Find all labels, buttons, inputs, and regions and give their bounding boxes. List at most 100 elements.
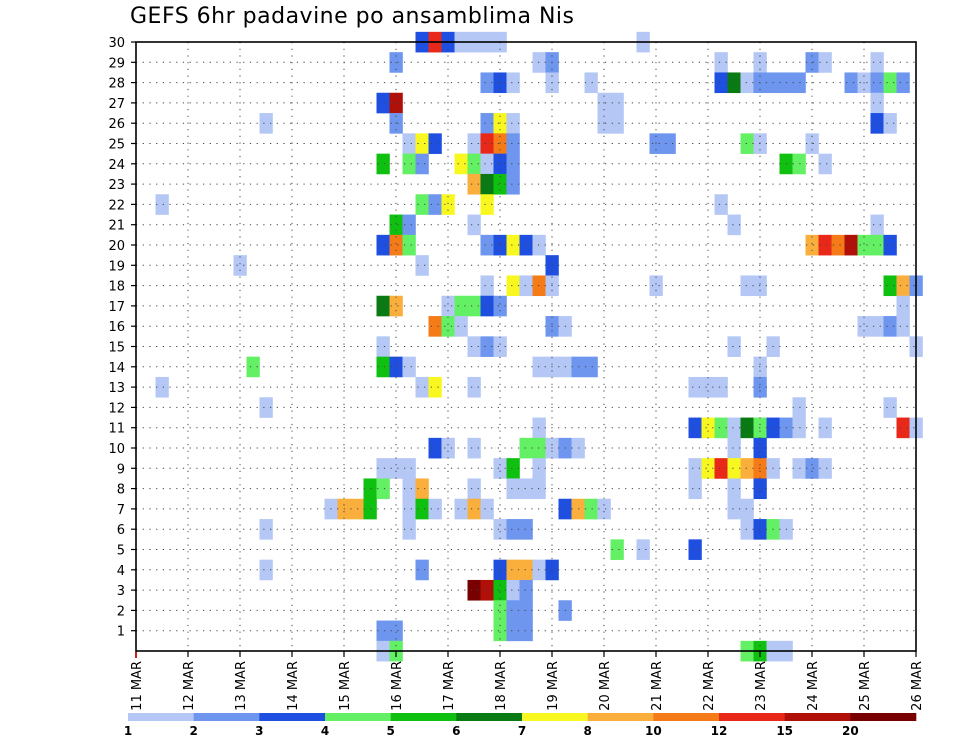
colorbar-segment xyxy=(587,713,654,721)
data-cell xyxy=(493,295,507,317)
data-cell xyxy=(376,336,390,357)
y-tick-label: 13 xyxy=(108,381,125,396)
data-cell xyxy=(636,539,650,560)
data-cell xyxy=(805,234,819,256)
data-cell xyxy=(415,478,429,500)
data-cell xyxy=(467,133,481,154)
data-cell xyxy=(506,579,520,601)
data-cell xyxy=(493,234,507,256)
colorbar-label: 3 xyxy=(255,724,263,738)
data-cell xyxy=(493,559,507,581)
data-cell xyxy=(519,519,533,540)
data-cell xyxy=(506,559,520,581)
colorbar-segment xyxy=(259,713,326,721)
data-cell xyxy=(467,376,481,398)
data-cell xyxy=(506,275,520,297)
data-cell xyxy=(389,214,403,236)
colorbar-segment xyxy=(456,713,523,721)
data-cell xyxy=(402,458,416,479)
data-cell xyxy=(376,295,390,317)
data-cell xyxy=(506,519,520,540)
colorbar-segment xyxy=(390,713,457,721)
data-cell xyxy=(506,133,520,154)
data-cell xyxy=(519,600,533,621)
data-cell xyxy=(714,458,728,479)
data-cell xyxy=(896,72,910,94)
data-cell xyxy=(467,336,481,357)
data-cell xyxy=(506,72,520,94)
data-cell xyxy=(259,397,273,418)
data-cell xyxy=(727,417,741,439)
y-tick-label: 8 xyxy=(117,483,125,498)
data-cell xyxy=(519,437,533,459)
data-cell xyxy=(402,234,416,256)
data-cell xyxy=(571,356,585,378)
data-cell xyxy=(441,295,455,317)
y-tick-label: 29 xyxy=(108,56,125,71)
data-cell xyxy=(402,519,416,540)
data-cell xyxy=(727,214,741,236)
data-cell xyxy=(701,376,715,398)
data-cell xyxy=(493,336,507,357)
data-cell xyxy=(610,539,624,560)
y-tick-label: 15 xyxy=(108,341,125,356)
data-cell xyxy=(259,519,273,540)
colorbar-label: 2 xyxy=(189,724,197,738)
data-cell xyxy=(610,113,624,134)
data-cell xyxy=(480,275,494,297)
data-cell xyxy=(610,92,624,114)
data-cell xyxy=(714,376,728,398)
colorbar-label: 1 xyxy=(124,724,132,738)
data-cell xyxy=(883,234,897,256)
data-cell xyxy=(155,376,169,398)
data-cell xyxy=(883,316,897,337)
data-cell xyxy=(467,214,481,236)
colorbar-label: 5 xyxy=(386,724,394,738)
data-cell xyxy=(506,458,520,479)
colorbar-label: 6 xyxy=(452,724,460,738)
data-cell xyxy=(844,234,858,256)
data-cell xyxy=(389,234,403,256)
data-cell xyxy=(649,275,663,297)
data-cell xyxy=(428,133,442,154)
data-cell xyxy=(688,376,702,398)
data-cell xyxy=(493,519,507,540)
y-tick-label: 4 xyxy=(117,564,125,579)
data-cell xyxy=(870,52,884,73)
data-cell xyxy=(857,316,871,337)
colorbar-label: 7 xyxy=(518,724,526,738)
data-cell xyxy=(363,498,377,520)
data-cell xyxy=(389,295,403,317)
data-cell xyxy=(727,478,741,500)
data-cell xyxy=(415,153,429,175)
x-tick-label: 25 MAR xyxy=(858,661,873,711)
x-tick-label: 22 MAR xyxy=(702,661,717,711)
data-cell xyxy=(506,600,520,621)
data-cell xyxy=(805,458,819,479)
data-cell xyxy=(480,234,494,256)
data-cell xyxy=(233,255,247,276)
data-cell xyxy=(415,133,429,154)
data-cell xyxy=(467,579,481,601)
data-cell xyxy=(727,498,741,520)
data-cell xyxy=(402,498,416,520)
data-cell xyxy=(688,458,702,479)
colorbar-label: 15 xyxy=(776,724,793,738)
data-cell xyxy=(246,356,260,378)
data-cell xyxy=(493,173,507,195)
colorbar-label: 8 xyxy=(583,724,591,738)
data-cell xyxy=(792,417,806,439)
colorbar-segment xyxy=(784,713,851,721)
data-cell xyxy=(493,153,507,175)
data-cell xyxy=(519,579,533,601)
data-cell xyxy=(467,478,481,500)
data-cell xyxy=(870,234,884,256)
data-cell xyxy=(688,539,702,560)
x-tick-label: 12 MAR xyxy=(182,661,197,711)
data-cell xyxy=(870,113,884,134)
data-cell xyxy=(870,72,884,94)
y-tick-label: 19 xyxy=(108,259,125,274)
data-cell xyxy=(506,234,520,256)
y-tick-label: 2 xyxy=(117,604,125,619)
